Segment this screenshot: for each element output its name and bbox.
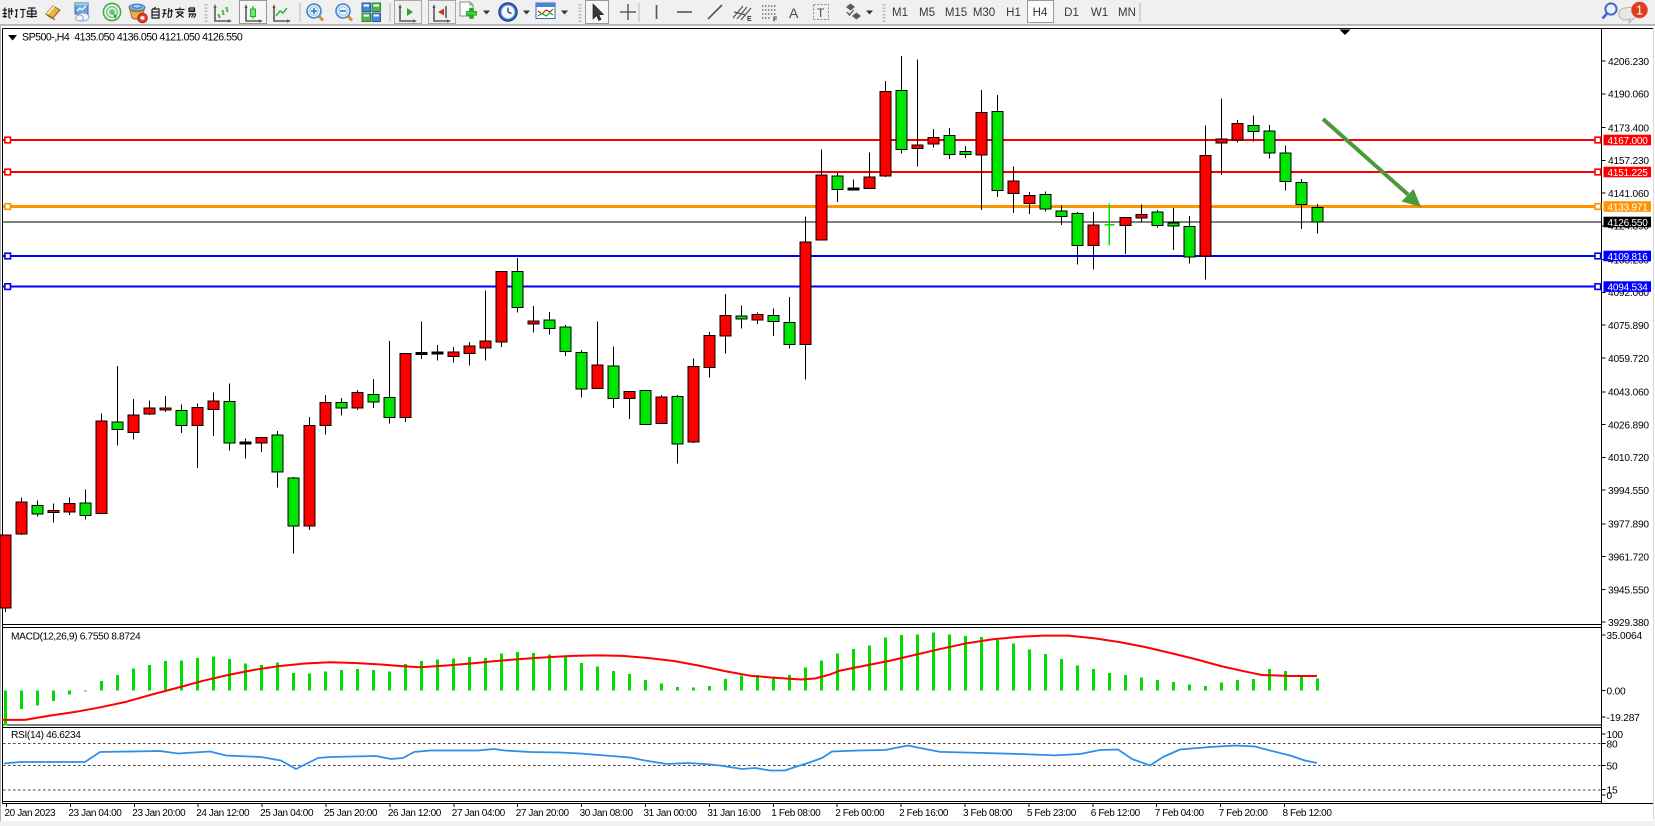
svg-text:100: 100: [1607, 730, 1624, 741]
svg-text:1 Feb 08:00: 1 Feb 08:00: [771, 808, 821, 819]
svg-text:31 Jan 00:00: 31 Jan 00:00: [644, 808, 698, 819]
svg-text:3961.720: 3961.720: [1608, 553, 1649, 564]
svg-text:H1: H1: [1006, 7, 1021, 19]
svg-text:31 Jan 16:00: 31 Jan 16:00: [707, 808, 761, 819]
svg-text:3994.550: 3994.550: [1608, 486, 1649, 497]
svg-text:2 Feb 00:00: 2 Feb 00:00: [835, 808, 885, 819]
svg-text:27 Jan 04:00: 27 Jan 04:00: [452, 808, 506, 819]
svg-text:4157.230: 4157.230: [1608, 156, 1649, 167]
svg-text:23 Jan 04:00: 23 Jan 04:00: [68, 808, 122, 819]
svg-text:20 Jan 2023: 20 Jan 2023: [5, 808, 56, 819]
svg-text:RSI(14) 46.6234: RSI(14) 46.6234: [11, 730, 81, 741]
svg-text:D1: D1: [1064, 7, 1079, 19]
svg-text:4094.534: 4094.534: [1608, 282, 1649, 293]
svg-text:4059.720: 4059.720: [1608, 354, 1649, 365]
svg-text:8 Feb 12:00: 8 Feb 12:00: [1283, 808, 1333, 819]
svg-text:F: F: [773, 17, 778, 24]
svg-text:25 Jan 20:00: 25 Jan 20:00: [324, 808, 378, 819]
svg-text:4126.550: 4126.550: [1608, 218, 1649, 229]
svg-text:3977.890: 3977.890: [1608, 520, 1649, 531]
svg-text:4043.060: 4043.060: [1608, 388, 1649, 399]
svg-text:15: 15: [1607, 785, 1618, 796]
svg-text:M15: M15: [945, 7, 967, 19]
svg-text:SP500-,H4 4135.050 4136.050 4: SP500-,H4 4135.050 4136.050 4121.050 412…: [22, 32, 243, 44]
svg-text:35.0064: 35.0064: [1607, 631, 1643, 642]
svg-text:M30: M30: [973, 7, 995, 19]
svg-text:3 Feb 08:00: 3 Feb 08:00: [963, 808, 1013, 819]
svg-text:M5: M5: [919, 7, 935, 19]
svg-text:MACD(12,26,9) 6.7550 8.8724: MACD(12,26,9) 6.7550 8.8724: [11, 632, 141, 643]
svg-text:4133.971: 4133.971: [1608, 202, 1649, 213]
svg-text:23 Jan 20:00: 23 Jan 20:00: [132, 808, 186, 819]
svg-text:W1: W1: [1091, 7, 1108, 19]
svg-text:4092.060: 4092.060: [1608, 288, 1649, 299]
svg-text:80: 80: [1607, 739, 1618, 750]
svg-text:5 Feb 23:00: 5 Feb 23:00: [1027, 808, 1077, 819]
svg-text:3945.550: 3945.550: [1608, 585, 1649, 596]
svg-text:3929.380: 3929.380: [1608, 618, 1649, 629]
svg-text:50: 50: [1607, 761, 1618, 772]
svg-text:4206.230: 4206.230: [1608, 57, 1649, 68]
svg-text:4010.720: 4010.720: [1608, 453, 1649, 464]
svg-text:H4: H4: [1033, 7, 1048, 19]
svg-text:4075.890: 4075.890: [1608, 321, 1649, 332]
svg-text:25 Jan 04:00: 25 Jan 04:00: [260, 808, 314, 819]
svg-text:0.00: 0.00: [1607, 686, 1627, 697]
svg-text:24 Jan 12:00: 24 Jan 12:00: [196, 808, 250, 819]
svg-text:1: 1: [1636, 3, 1643, 17]
svg-text:4167.000: 4167.000: [1608, 136, 1649, 147]
svg-text:4141.060: 4141.060: [1608, 189, 1649, 200]
svg-text:4173.400: 4173.400: [1608, 123, 1649, 134]
svg-text:0: 0: [1607, 791, 1613, 802]
svg-text:A: A: [789, 5, 799, 21]
svg-text:26 Jan 12:00: 26 Jan 12:00: [388, 808, 442, 819]
svg-text:2 Feb 16:00: 2 Feb 16:00: [899, 808, 949, 819]
svg-text:30 Jan 08:00: 30 Jan 08:00: [580, 808, 634, 819]
svg-text:T: T: [817, 6, 825, 20]
svg-text:M1: M1: [892, 7, 908, 19]
svg-text:E: E: [747, 16, 752, 23]
svg-text:4190.060: 4190.060: [1608, 90, 1649, 101]
svg-text:-19.287: -19.287: [1607, 713, 1641, 724]
svg-text:6 Feb 12:00: 6 Feb 12:00: [1091, 808, 1141, 819]
svg-text:27 Jan 20:00: 27 Jan 20:00: [516, 808, 570, 819]
svg-text:7 Feb 04:00: 7 Feb 04:00: [1155, 808, 1205, 819]
svg-text:4109.816: 4109.816: [1608, 252, 1649, 263]
svg-text:MN: MN: [1118, 7, 1136, 19]
svg-text:4026.890: 4026.890: [1608, 420, 1649, 431]
svg-text:4151.225: 4151.225: [1608, 168, 1649, 179]
svg-text:7 Feb 20:00: 7 Feb 20:00: [1219, 808, 1269, 819]
